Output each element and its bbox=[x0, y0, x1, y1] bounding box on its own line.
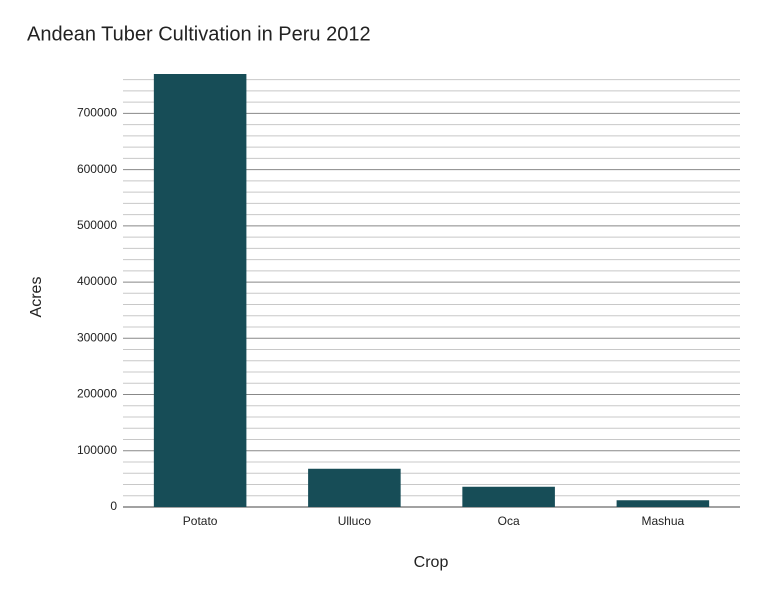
bar bbox=[616, 500, 710, 507]
x-tick-label: Mashua bbox=[642, 514, 685, 528]
y-tick-label: 400000 bbox=[77, 274, 117, 288]
chart-title: Andean Tuber Cultivation in Peru 2012 bbox=[27, 23, 371, 45]
x-tick-label: Potato bbox=[183, 514, 218, 528]
x-axis-title: Crop bbox=[414, 554, 449, 571]
bar bbox=[462, 486, 555, 507]
y-tick-label: 600000 bbox=[77, 162, 117, 176]
bar bbox=[308, 468, 401, 507]
y-tick-label: 500000 bbox=[77, 218, 117, 232]
y-axis-title: Acres bbox=[28, 277, 45, 318]
y-tick-label: 0 bbox=[110, 499, 117, 513]
x-tick-label: Ulluco bbox=[338, 514, 372, 528]
y-tick-label: 200000 bbox=[77, 387, 117, 401]
y-tick-label: 300000 bbox=[77, 330, 117, 344]
y-tick-label: 100000 bbox=[77, 443, 117, 457]
bar bbox=[153, 74, 247, 507]
x-tick-label: Oca bbox=[498, 514, 520, 528]
y-tick-label: 700000 bbox=[77, 106, 117, 120]
